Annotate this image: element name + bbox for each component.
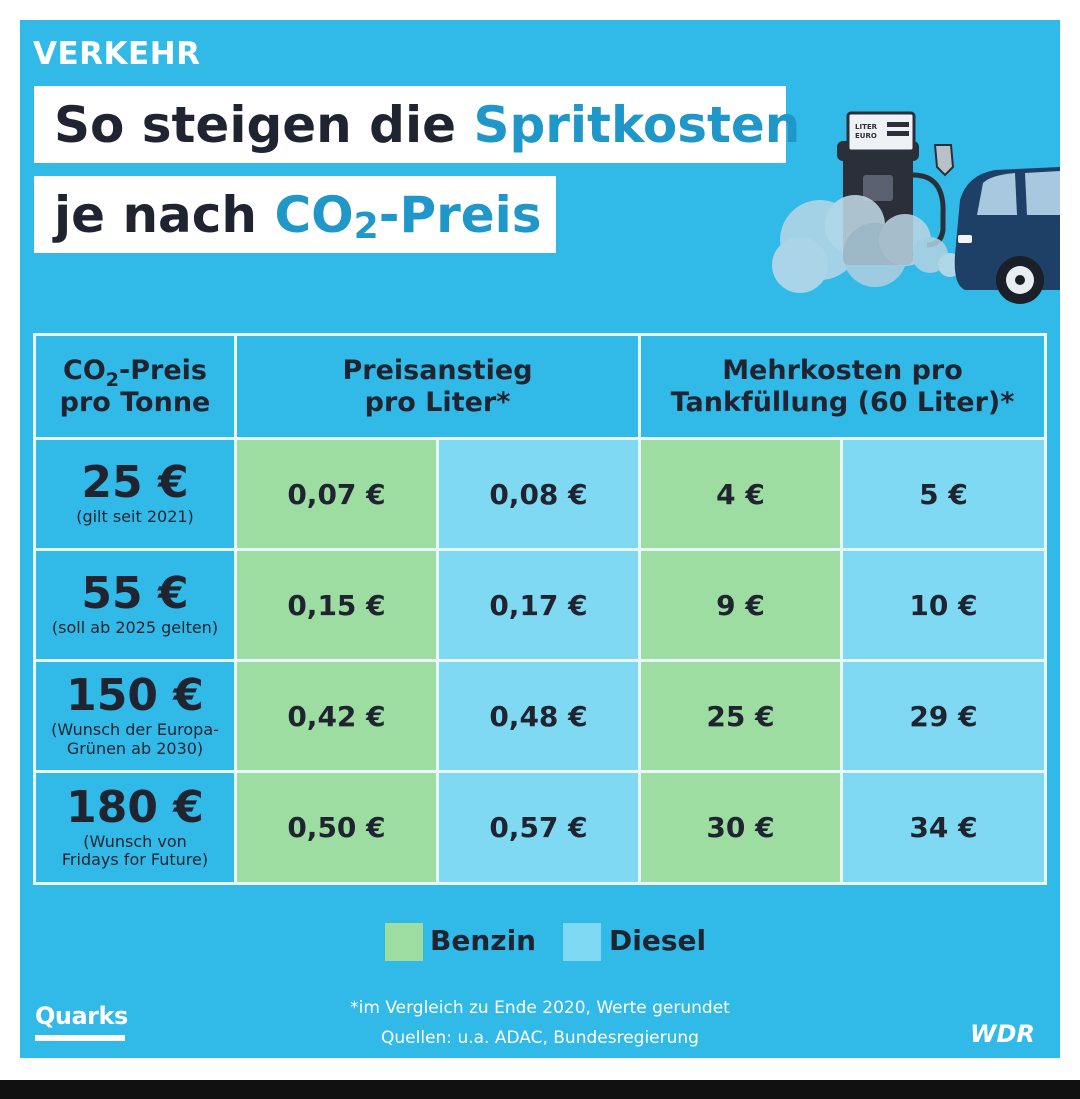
benzin-liter-cell: 0,50 € [234,770,439,885]
row-note-2: Grünen ab 2030) [66,738,204,758]
title-line-1-accent: Spritkosten [473,95,801,154]
exhaust-cloud-icon [772,195,962,293]
legend-diesel-label: Diesel [609,924,707,957]
header-tank-b: Tankfüllung (60 Liter)* [670,386,1015,418]
benzin-liter-cell: 0,42 € [234,659,439,773]
benzin-liter-cell: 0,15 € [234,548,439,662]
diesel-liter-cell: 0,57 € [436,770,641,885]
row-price: 55 € [81,568,189,620]
row-price: 150 € [66,670,204,722]
legend-diesel-swatch [563,923,601,961]
row-note: (Wunsch von [83,831,187,851]
benzin-tank-cell: 9 € [638,548,843,662]
row-note-2: Fridays for Future) [61,850,209,869]
diesel-liter-cell: 0,48 € [436,659,641,773]
diesel-liter-cell: 0,17 € [436,548,641,662]
wdr-logo: WDR [970,1020,1035,1048]
row-label-180: 180 € (Wunsch von Fridays for Future) [33,770,237,885]
kicker: VERKEHR [33,36,201,72]
title-line-1: So steigen die Spritkosten [34,86,800,163]
price-table: CO2-Preis pro Tonne Preisanstieg pro Lit… [33,333,1047,885]
legend-benzin-swatch [385,923,423,961]
header-tank-a: Mehrkosten pro [722,354,963,386]
benzin-tank-cell: 25 € [638,659,843,773]
diesel-tank-cell: 10 € [840,548,1047,662]
header-liter-b: pro Liter* [364,386,511,418]
benzin-tank-cell: 30 € [638,770,843,885]
diesel-tank-cell: 5 € [840,437,1047,551]
header-co2-sub: 2 [105,368,120,391]
fuel-pump-car-illustration: LITER EURO [772,111,1060,304]
header-co2-c: pro Tonne [59,386,211,418]
pump-euro-label: EURO [855,132,877,140]
diesel-tank-cell: 29 € [840,659,1047,773]
car-icon [954,167,1060,304]
diesel-liter-cell: 0,08 € [436,437,641,551]
title-line-2: je nach CO 2 -Preis [34,176,556,253]
benzin-tank-cell: 4 € [638,437,843,551]
header-liter-a: Preisanstieg [342,354,533,386]
title-line-1-prefix: So steigen die [54,95,474,154]
header-co2-a: CO [63,354,106,386]
diesel-tank-cell: 34 € [840,770,1047,885]
title-line-2-accent-b: -Preis [378,185,542,244]
footnote: *im Vergleich zu Ende 2020, Werte gerund… [350,998,730,1018]
infographic-card: VERKEHR So steigen die Spritkosten je na… [20,20,1060,1058]
bottom-bar [0,1080,1080,1099]
row-label-25: 25 € (gilt seit 2021) [33,437,237,551]
row-note: (gilt seit 2021) [76,507,194,527]
row-price: 180 € [66,781,204,833]
row-label-55: 55 € (soll ab 2025 gelten) [33,548,237,662]
quarks-logo: Quarks [35,1002,128,1030]
header-co2-b: -Preis [119,354,207,386]
header-extra-cost: Mehrkosten pro Tankfüllung (60 Liter)* [638,333,1047,440]
header-co2-price: CO2-Preis pro Tonne [33,333,237,440]
quarks-logo-underline [35,1035,125,1041]
legend-benzin-label: Benzin [430,924,537,957]
benzin-liter-cell: 0,07 € [234,437,439,551]
row-note: (Wunsch der Europa- [51,720,219,740]
title-line-2-accent-sub: 2 [353,205,379,247]
row-price: 25 € [81,457,189,509]
row-label-150: 150 € (Wunsch der Europa- Grünen ab 2030… [33,659,237,773]
sources: Quellen: u.a. ADAC, Bundesregierung [381,1028,699,1048]
pump-liter-label: LITER [855,123,878,131]
row-note: (soll ab 2025 gelten) [51,618,219,638]
title-line-2-accent-a: CO [274,185,354,244]
title-line-2-prefix: je nach [54,185,275,244]
header-price-per-liter: Preisanstieg pro Liter* [234,333,641,440]
